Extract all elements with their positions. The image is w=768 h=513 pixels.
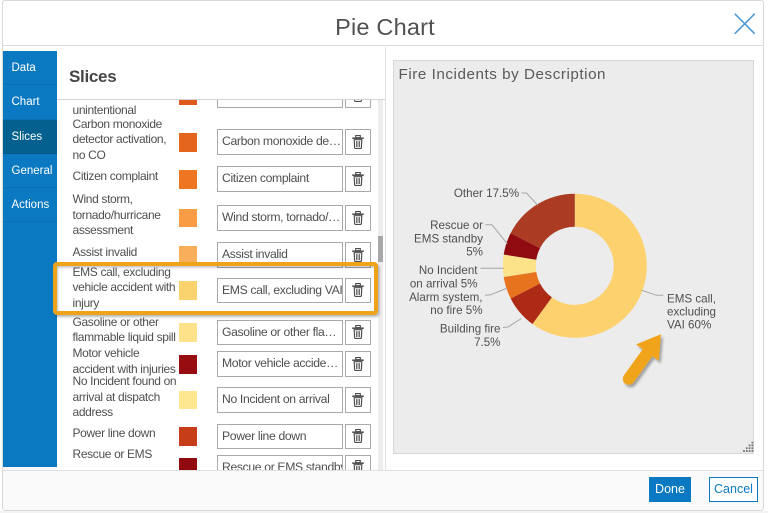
svg-text:excluding: excluding bbox=[667, 305, 716, 318]
svg-text:No Incident: No Incident bbox=[418, 264, 477, 277]
svg-text:EMS call,: EMS call, bbox=[667, 292, 716, 305]
svg-text:5%: 5% bbox=[466, 245, 483, 258]
svg-text:Other 17.5%: Other 17.5% bbox=[453, 187, 518, 200]
svg-text:Building fire: Building fire bbox=[439, 322, 500, 335]
svg-text:7.5%: 7.5% bbox=[474, 336, 500, 349]
svg-text:VAI 60%: VAI 60% bbox=[667, 318, 711, 331]
svg-text:EMS standby: EMS standby bbox=[414, 232, 483, 245]
svg-text:on arrival 5%: on arrival 5% bbox=[409, 277, 477, 290]
svg-text:Rescue or: Rescue or bbox=[430, 219, 483, 232]
svg-text:Alarm system,: Alarm system, bbox=[409, 291, 482, 304]
svg-text:no fire 5%: no fire 5% bbox=[430, 304, 482, 317]
